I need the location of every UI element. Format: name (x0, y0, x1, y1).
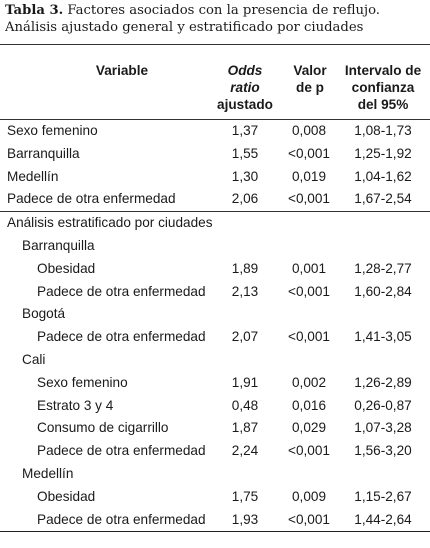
header-ci-line3: del 95% (357, 97, 409, 112)
table-row: Obesidad 1,75 0,009 1,15-2,67 (0, 486, 430, 509)
p-value-cell: <0,001 (288, 283, 330, 299)
city-row: Barranquilla (0, 235, 430, 258)
p-value-cell: 0,001 (291, 260, 327, 276)
odds-ratio-cell: 2,24 (231, 443, 259, 459)
confidence-interval-cell: 1,07-3,28 (354, 420, 412, 436)
caption-label: Tabla 3. (5, 3, 64, 18)
header-variable: Variable (95, 63, 149, 78)
p-value-cell: 0,029 (291, 420, 327, 436)
confidence-interval-cell: 1,67-2,54 (354, 191, 412, 207)
general-section: Sexo femenino 1,37 0,008 1,08-1,73 Barranqui… (0, 120, 430, 211)
city-row-label: Cali (22, 351, 46, 367)
caption-text: Factores asociados con la presencia de r… (5, 3, 380, 35)
p-value-cell: <0,001 (288, 145, 330, 161)
header-rule (0, 119, 430, 120)
confidence-interval-cell: 1,60-2,84 (354, 283, 412, 299)
header-odds-line1: Odds (227, 63, 263, 78)
top-rule (0, 44, 430, 45)
p-value-cell: <0,001 (288, 191, 330, 207)
odds-ratio-cell: 1,30 (231, 168, 259, 184)
table-row: Padece de otra enfermedad 2,13 <0,001 1,60-… (0, 281, 430, 304)
table-caption: Tabla 3. Factores asociados con la prese… (5, 2, 425, 36)
p-value-cell: 0,002 (291, 374, 327, 390)
variable-cell: Estrato 3 y 4 (37, 397, 114, 413)
header-ci-line2: confianza (351, 80, 415, 95)
variable-cell: Obesidad (37, 488, 96, 504)
table-row: Estrato 3 y 4 0,48 0,016 0,26-0,87 (0, 395, 430, 418)
confidence-interval-cell: 1,08-1,73 (354, 123, 412, 138)
odds-ratio-cell: 1,75 (231, 488, 259, 504)
header-odds-line2: ratio (230, 80, 260, 95)
bottom-rule (0, 531, 430, 533)
odds-ratio-cell: 1,37 (231, 123, 259, 138)
variable-cell: Padece de otra enfermedad (37, 329, 206, 345)
table-row: Padece de otra enfermedad 2,06 <0,001 1,67-… (0, 188, 430, 211)
table-row: Padece de otra enfermedad 2,07 <0,001 1,41-… (0, 326, 430, 349)
confidence-interval-cell: 1,25-1,92 (354, 145, 412, 161)
stratified-title-row-label: Análisis estratificado por ciudades (7, 215, 213, 231)
stratified-title-row: Análisis estratificado por ciudades (0, 212, 430, 235)
variable-cell: Padece de otra enfermedad (7, 191, 176, 207)
p-value-cell: <0,001 (288, 511, 330, 527)
p-value-cell: 0,019 (291, 168, 327, 184)
table-row: Barranquilla 1,55 <0,001 1,25-1,92 (0, 143, 430, 166)
header-p-value: Valor de p (286, 62, 334, 96)
city-row-label: Medellín (22, 465, 74, 481)
header-ci-line1: Intervalo de (344, 63, 422, 78)
variable-cell: Padece de otra enfermedad (37, 283, 206, 299)
odds-ratio-cell: 1,91 (231, 374, 259, 390)
table-row: Sexo femenino 1,91 0,002 1,26-2,89 (0, 372, 430, 395)
odds-ratio-cell: 2,06 (231, 191, 259, 207)
odds-ratio-cell: 2,07 (231, 329, 259, 345)
p-value-cell: 0,016 (291, 397, 327, 413)
odds-ratio-cell: 1,89 (231, 260, 259, 276)
p-value-cell: <0,001 (288, 443, 330, 459)
variable-cell: Barranquilla (7, 145, 80, 161)
p-value-cell: 0,008 (291, 123, 327, 138)
table-row: Medellín 1,30 0,019 1,04-1,62 (0, 166, 430, 189)
results-table: Variable Odds ratio ajustado Valor de p … (0, 44, 430, 533)
odds-ratio-cell: 2,13 (231, 283, 259, 299)
confidence-interval-cell: 1,04-1,62 (354, 168, 412, 184)
odds-ratio-cell: 1,93 (231, 511, 259, 527)
variable-cell: Consumo de cigarrillo (37, 420, 169, 436)
variable-cell: Sexo femenino (7, 123, 98, 138)
city-row-label: Barranquilla (22, 237, 95, 253)
odds-ratio-cell: 1,55 (231, 145, 259, 161)
section-rule (0, 211, 430, 213)
variable-cell: Padece de otra enfermedad (37, 511, 206, 527)
header-odds-line3: ajustado (217, 97, 273, 112)
confidence-interval-cell: 1,56-3,20 (354, 443, 412, 459)
stratified-section: Análisis estratificado por ciudades Barra… (0, 212, 430, 531)
variable-cell: Obesidad (37, 260, 96, 276)
confidence-interval-cell: 1,26-2,89 (354, 374, 412, 390)
city-row: Medellín (0, 463, 430, 486)
table-row: Padece de otra enfermedad 1,93 <0,001 1,44-… (0, 509, 430, 532)
table-row: Sexo femenino 1,37 0,008 1,08-1,73 (0, 120, 430, 143)
table-row: Consumo de cigarrillo 1,87 0,029 1,07-3,28 (0, 417, 430, 440)
confidence-interval-cell: 1,15-2,67 (354, 488, 412, 504)
p-value-cell: <0,001 (288, 329, 330, 345)
variable-cell: Medellín (7, 168, 59, 184)
odds-ratio-cell: 1,87 (231, 420, 259, 436)
table-row: Padece de otra enfermedad 2,24 <0,001 1,56-… (0, 440, 430, 463)
header-confidence-interval: Intervalo de confianza del 95% (338, 62, 428, 113)
odds-ratio-cell: 0,48 (231, 397, 259, 413)
p-value-cell: 0,009 (291, 488, 327, 504)
confidence-interval-cell: 0,26-0,87 (354, 397, 412, 413)
city-row-label: Bogotá (22, 306, 66, 322)
city-row: Cali (0, 349, 430, 372)
header-odds-ratio: Odds ratio ajustado (215, 62, 275, 113)
confidence-interval-cell: 1,28-2,77 (354, 260, 412, 276)
table-row: Obesidad 1,89 0,001 1,28-2,77 (0, 258, 430, 281)
variable-cell: Padece de otra enfermedad (37, 443, 206, 459)
table-header: Variable Odds ratio ajustado Valor de p … (0, 45, 430, 119)
header-p-line1: Valor (293, 63, 327, 78)
variable-cell: Sexo femenino (37, 374, 128, 390)
confidence-interval-cell: 1,44-2,64 (354, 511, 412, 527)
header-p-line2: de p (296, 80, 324, 95)
city-row: Bogotá (0, 303, 430, 326)
confidence-interval-cell: 1,41-3,05 (354, 329, 412, 345)
